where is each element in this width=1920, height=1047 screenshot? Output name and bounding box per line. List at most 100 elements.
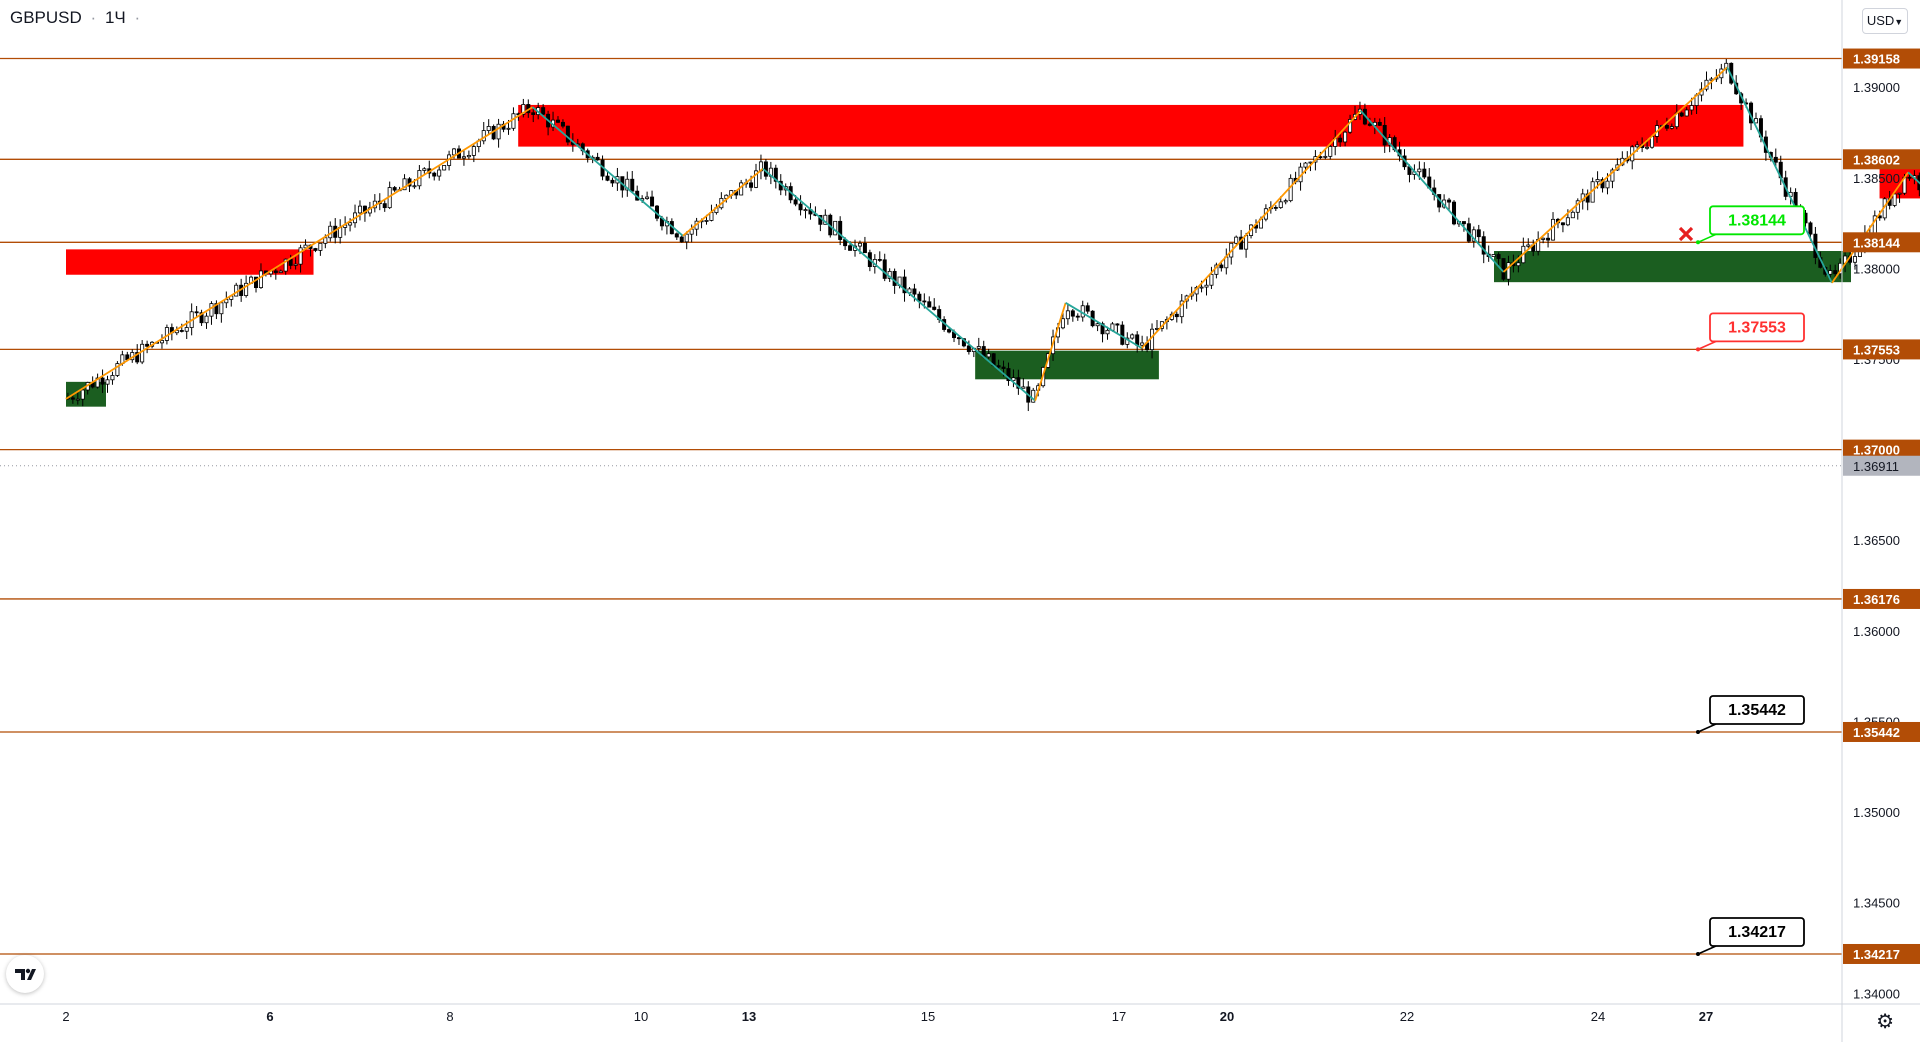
candle-body <box>298 247 303 265</box>
callout-label: 1.34217 <box>1728 924 1786 941</box>
currency-selector-button[interactable]: USD▼ <box>1862 8 1908 34</box>
x-tick-label: 27 <box>1699 1009 1713 1024</box>
chevron-down-icon: ▼ <box>1894 17 1904 27</box>
candle-body <box>1669 126 1674 129</box>
candle-body <box>862 242 867 254</box>
candle-body <box>1635 144 1640 148</box>
zones-layer <box>66 104 1920 407</box>
candle-body <box>650 196 655 207</box>
symbol-name[interactable]: GBPUSD <box>10 8 82 27</box>
candle-body <box>976 346 981 349</box>
level-price-tag-label: 1.36176 <box>1853 592 1900 607</box>
candle-body <box>1075 315 1080 318</box>
tradingview-logo-icon[interactable] <box>6 955 44 993</box>
candle-body <box>1679 112 1684 117</box>
level-price-tag[interactable] <box>1843 588 1920 609</box>
x-tick-label: 22 <box>1400 1009 1414 1024</box>
candle-body <box>1199 286 1204 289</box>
level-price-tag[interactable] <box>1843 943 1920 964</box>
candle-body <box>1447 199 1452 203</box>
candle-body <box>1753 118 1758 124</box>
candle-body <box>1115 323 1120 326</box>
candle-body <box>1808 222 1813 235</box>
x-tick-label: 20 <box>1220 1009 1234 1024</box>
candle-body <box>194 311 199 314</box>
x-tick-label: 8 <box>446 1009 453 1024</box>
callout-box[interactable] <box>1709 312 1805 343</box>
candle-body <box>461 156 466 159</box>
candle-body <box>486 126 491 131</box>
level-price-tag[interactable] <box>1843 149 1920 170</box>
candle-body <box>966 345 971 352</box>
candle-body <box>1105 329 1110 335</box>
candle-body <box>947 329 952 333</box>
candle-body <box>1140 342 1145 346</box>
callout-pointer <box>1697 233 1717 244</box>
zigzag-down-segment <box>1065 302 1143 349</box>
candle-body <box>392 187 397 191</box>
candle-body <box>303 244 308 249</box>
candle-body <box>348 222 353 226</box>
zigzag-up-segment <box>1502 66 1728 273</box>
candle-body <box>184 327 189 332</box>
candle-body <box>1645 146 1650 149</box>
level-price-tag[interactable] <box>1843 721 1920 742</box>
callout-box[interactable] <box>1709 917 1805 947</box>
candle-body <box>293 263 298 266</box>
candle-body <box>1234 236 1239 244</box>
candle-body <box>1570 211 1575 219</box>
callout-box[interactable] <box>1709 695 1805 725</box>
current-price-tag[interactable] <box>1843 455 1920 476</box>
candle-body <box>1852 256 1857 263</box>
level-price-tag[interactable] <box>1843 48 1920 69</box>
support-zone <box>1494 251 1851 283</box>
candle-body <box>209 303 214 317</box>
candle-body <box>110 375 115 381</box>
candle-body <box>1328 146 1333 157</box>
candle-body <box>1001 366 1006 369</box>
level-price-tag[interactable] <box>1843 439 1920 460</box>
candle-body <box>1130 334 1135 339</box>
candle-body <box>1209 273 1214 286</box>
y-tick-label: 1.34000 <box>1853 986 1900 1001</box>
candle-body <box>1065 310 1070 320</box>
callout-label: 1.37553 <box>1728 319 1786 336</box>
candle-body <box>882 259 887 279</box>
candle-body <box>1135 334 1140 346</box>
candle-body <box>1095 323 1100 327</box>
candle-body <box>803 209 808 212</box>
candle-body <box>283 258 288 272</box>
candle-body <box>288 258 293 266</box>
settings-gear-icon[interactable]: ⚙ <box>1876 1011 1894 1033</box>
candle-body <box>1011 377 1016 382</box>
level-price-tag-label: 1.39158 <box>1853 52 1900 67</box>
interval-label[interactable]: 1Ч <box>104 8 126 27</box>
candle-body <box>773 167 778 182</box>
candle-body <box>1070 310 1075 317</box>
candle-body <box>1452 201 1457 225</box>
level-price-tag[interactable] <box>1843 232 1920 253</box>
y-tick-label: 1.38500 <box>1853 171 1900 186</box>
candle-body <box>763 161 768 177</box>
level-price-tag-label: 1.38602 <box>1853 152 1900 167</box>
candle-body <box>511 113 516 129</box>
candle-body <box>1382 124 1387 146</box>
candle-body <box>115 363 120 376</box>
candle-body <box>1377 121 1382 126</box>
x-tick-label: 2 <box>62 1009 69 1024</box>
candle-body <box>1689 105 1694 111</box>
candle-body <box>1595 179 1600 183</box>
candle-body <box>1348 119 1353 133</box>
candle-body <box>105 379 110 385</box>
candle-body <box>1684 109 1689 117</box>
candle-body <box>496 123 501 140</box>
candle-body <box>595 156 600 161</box>
callout-box[interactable] <box>1709 205 1805 236</box>
symbol-header[interactable]: GBPUSD · 1Ч · <box>10 8 144 28</box>
level-price-tag[interactable] <box>1843 339 1920 360</box>
candle-body <box>159 340 164 344</box>
candle-body <box>466 155 471 158</box>
candle-body <box>793 199 798 205</box>
